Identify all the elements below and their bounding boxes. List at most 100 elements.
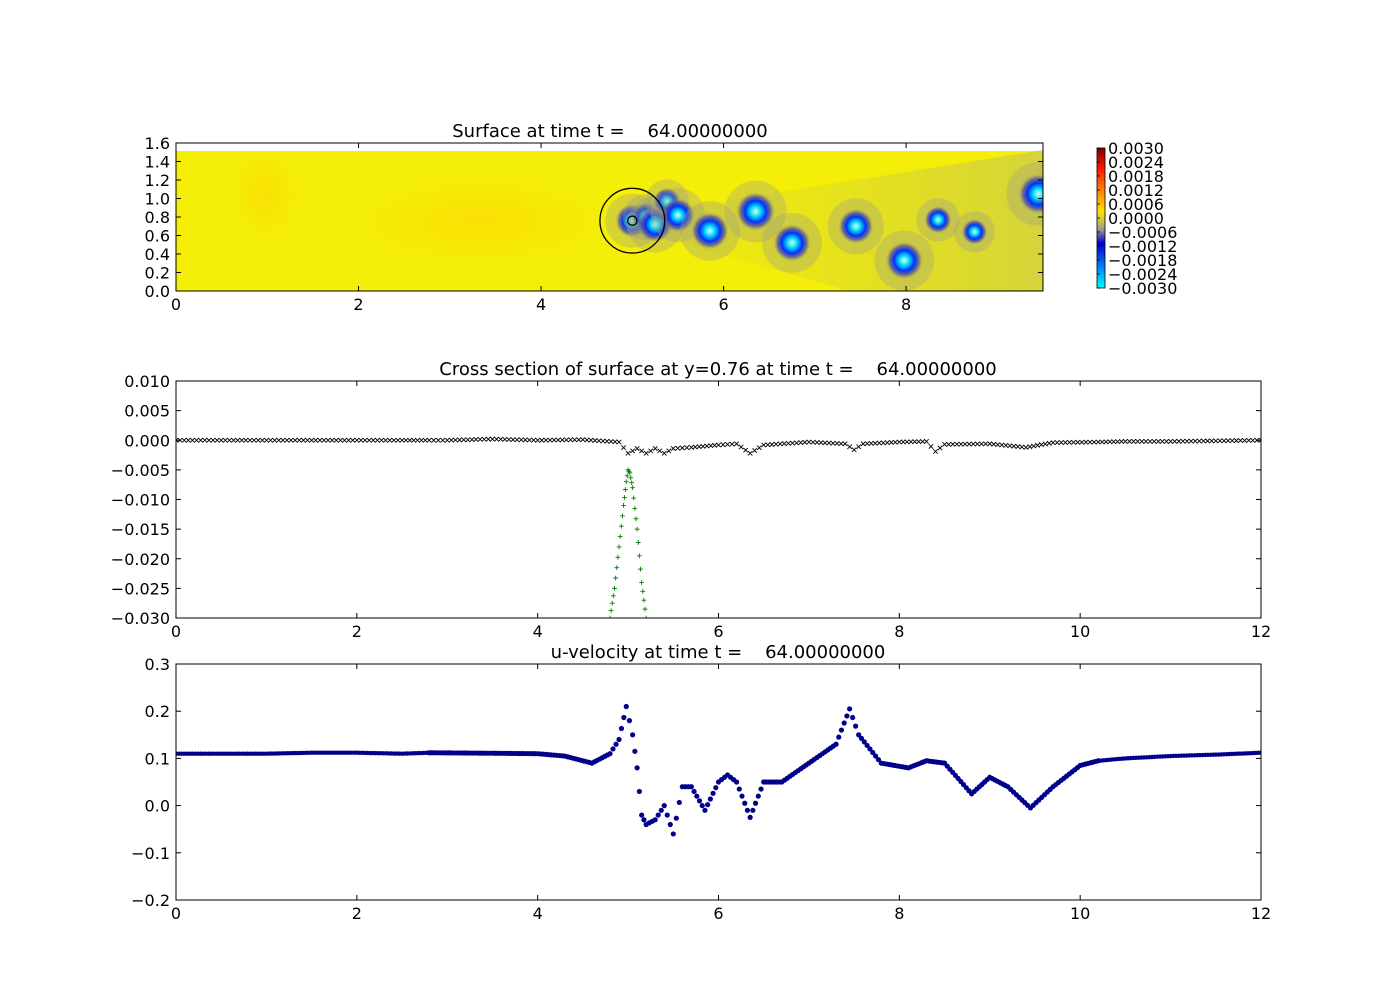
cross-section-point [1192,438,1198,444]
cross-section-point [235,437,241,443]
cross-section-initial-point [624,473,630,479]
cross-section-point [1107,439,1113,445]
u-velocity-point [736,786,742,792]
u-velocity-point [742,800,748,806]
cross-section-point [477,436,483,442]
u-velocity-point [632,748,638,754]
cross-section-point [785,440,791,446]
cross-section-point [1250,437,1256,443]
cross-section-point [403,437,409,443]
cross-section-point [1031,443,1037,449]
cross-section-initial-point [613,575,619,581]
u-velocity-point [758,786,764,792]
surface-heatmap-panel: Surface at time t = 64.00000000 0 2 4 6 8 0.0… [145,121,1178,314]
colorbar-tick-label: −0.0018 [1108,251,1177,270]
cross-section-point [415,437,421,443]
cross-section-point [1229,438,1235,444]
cross-section-point [498,436,504,442]
cross-section-point [608,438,614,445]
cross-section-point [1225,438,1231,444]
x-tick-label: 2 [353,295,363,314]
cross-section-point [329,437,335,443]
u-velocity-series [176,703,1261,837]
y-tick-label: 0.0 [145,797,170,816]
cross-section-point [604,438,610,444]
cross-section-point [781,441,787,447]
cross-section-axis-ticks: 0 2 4 6 8 10 12 0.010 0.005 0.000 −0.005 −0.010 −0.0… [111,372,1271,641]
u-velocity-point [702,807,708,813]
cross-section-point [194,437,200,443]
cross-section-initial-point [612,585,617,591]
cross-section-initial-point [609,600,615,606]
cross-section-point [1143,438,1149,444]
colorbar-tick-label: −0.0012 [1108,237,1177,256]
cross-section-initial-point [635,540,641,545]
cross-section-point [374,437,380,443]
cross-section-point [743,447,749,453]
cross-section-point [506,436,512,443]
cross-section-point [1139,438,1145,444]
cross-section-initial-point [616,544,622,550]
cross-section-point [756,445,762,451]
cross-section-point [580,437,586,443]
y-tick-label: 0.8 [145,208,170,227]
u-velocity-point [636,788,642,795]
cross-section-point [337,437,343,443]
cross-section-point [358,437,364,443]
cross-section-point [304,437,311,443]
u-velocity-point [872,753,879,759]
u-velocity-point [623,703,629,710]
cross-section-initial-point [608,608,614,613]
x-tick-label: 8 [894,622,904,641]
x-tick-label: 6 [713,904,723,923]
cross-section-point [185,437,191,443]
u-velocity-point [853,723,859,729]
cross-section-point [1054,440,1060,446]
cross-section-point [802,439,808,445]
cross-section-point [838,441,844,447]
y-tick-label: 1.2 [145,171,170,190]
cross-section-point [720,442,726,448]
cross-section-point [189,437,195,443]
cross-section-point [979,441,985,447]
cross-section-point [280,437,286,443]
cross-section-point [806,439,812,445]
cross-section-point [333,437,339,443]
cross-section-point [202,437,208,443]
u-velocity-point [670,831,676,837]
u-velocity-point [750,807,756,813]
cross-section-point [773,441,779,447]
cross-section-point [247,437,253,443]
warm-region-left [230,150,300,240]
cross-section-point [1118,439,1125,445]
cross-section-point [465,437,471,443]
cross-section-point [868,440,874,446]
cross-section-initial-point [629,480,635,486]
cross-section-point [634,446,640,452]
cross-section-point [675,445,681,451]
u-velocity-point [850,714,856,721]
cross-section-initial-point [621,503,626,508]
colorbar-tick-label: 0.0030 [1108,139,1164,158]
cross-section-point [391,437,397,443]
cross-section-point [884,440,890,446]
cross-section-point [576,437,582,443]
cross-section-point [300,437,306,443]
u-velocity-title: u-velocity at time t = 64.00000000 [551,642,886,663]
cross-section-point [263,437,269,443]
heatmap-feature [924,206,952,234]
cross-section-point [1188,438,1194,444]
cross-section-point [231,437,237,443]
u-velocity-point [710,790,716,796]
cross-section-point [1062,439,1068,445]
cross-section-point [734,441,740,447]
u-velocity-point [699,803,705,809]
cross-section-point [612,439,618,445]
cross-section-point [226,437,232,443]
u-velocity-point [673,815,679,821]
cross-section-point [974,441,980,447]
cross-section-point [864,441,870,447]
cross-section-point [1042,441,1048,447]
cross-section-point [1115,439,1121,445]
u-velocity-point [705,802,711,808]
